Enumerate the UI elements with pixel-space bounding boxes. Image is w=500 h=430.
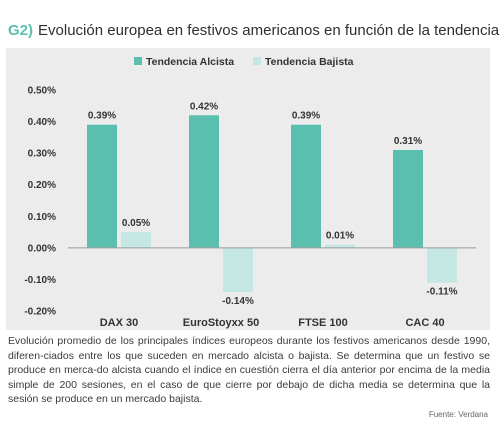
y-tick-label: 0.50% — [28, 86, 56, 97]
y-tick-label: -0.20% — [24, 307, 56, 318]
bar-bajista — [427, 247, 457, 283]
x-axis: DAX 30 EuroStoyxx 50 FTSE 100 CAC 40 — [68, 247, 476, 329]
figure-code: G2) — [8, 22, 34, 39]
x-tick-label: EuroStoyxx 50 — [183, 317, 259, 329]
x-tick-label: CAC 40 — [405, 317, 444, 329]
chart-title: G2) Evolución europea en festivos america… — [8, 22, 499, 39]
data-label: -0.11% — [426, 287, 457, 298]
data-label: 0.01% — [326, 231, 354, 242]
x-tick-label: DAX 30 — [100, 317, 139, 329]
legend-label-2: Tendencia Bajista — [265, 56, 354, 68]
legend-label-1: Tendencia Alcista — [146, 56, 234, 68]
data-label: 0.42% — [190, 101, 218, 112]
bar-bajista — [223, 247, 253, 293]
legend-swatch-1 — [134, 57, 142, 65]
x-tick-label: FTSE 100 — [298, 317, 348, 329]
source-note: Fuente: Verdana — [428, 410, 488, 419]
bar-bajista — [121, 232, 151, 248]
data-label: 0.39% — [88, 111, 116, 122]
y-tick-label: -0.10% — [24, 275, 56, 286]
data-label: 0.05% — [122, 218, 150, 229]
data-label: 0.31% — [394, 136, 422, 147]
data-label: -0.14% — [222, 296, 254, 307]
chart-caption: Evolución promedio de los principales ín… — [8, 335, 490, 406]
bar-bajista — [325, 244, 355, 248]
y-tick-label: 0.00% — [28, 243, 56, 254]
bar-alcista — [189, 115, 219, 248]
y-tick-label: 0.20% — [28, 180, 56, 191]
y-tick-label: 0.40% — [28, 117, 56, 128]
y-tick-label: 0.10% — [28, 212, 56, 223]
y-axis: 0.50% 0.40% 0.30% 0.20% 0.10% 0.00% -0.10% -0.2… — [24, 86, 56, 318]
bars: 0.39% 0.05% 0.42% -0.14% 0.39% 0.01% 0.31% -0.1… — [87, 101, 458, 307]
figure-title: Evolución europea en festivos americanos… — [38, 22, 500, 39]
bar-alcista — [393, 149, 423, 248]
y-tick-label: 0.30% — [28, 149, 56, 160]
legend: Tendencia Alcista Tendencia Bajista — [134, 56, 354, 68]
bar-chart: Tendencia Alcista Tendencia Bajista 0.50%… — [24, 56, 476, 329]
legend-swatch-2 — [253, 57, 261, 65]
data-label: 0.39% — [292, 111, 320, 122]
bar-alcista — [87, 124, 117, 248]
bar-alcista — [291, 124, 321, 248]
